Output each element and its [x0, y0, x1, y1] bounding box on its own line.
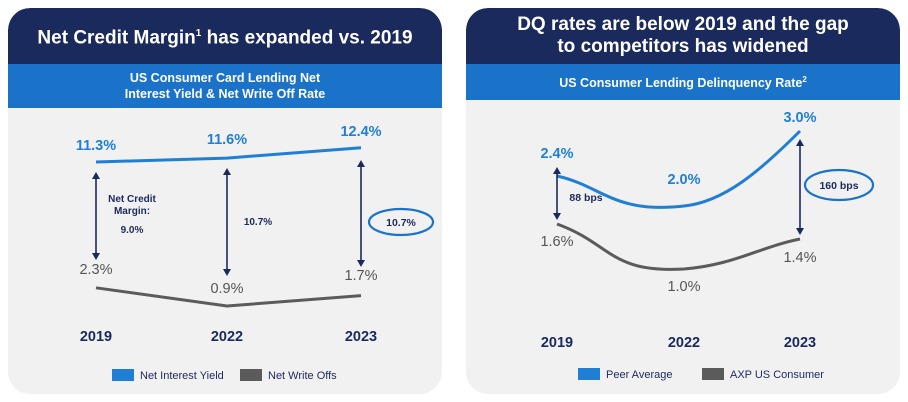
- peer-average-label-2023: 3.0%: [783, 110, 816, 126]
- axp-us-consumer-label-2022: 1.0%: [667, 279, 700, 295]
- net-write-offs-label-2019: 2.3%: [79, 262, 112, 278]
- margin-arrow-2023-head-up: [357, 160, 365, 167]
- right-chart-panel: DQ rates are below 2019 and the gap to c…: [466, 8, 900, 394]
- margin-arrow-2022-head-up: [223, 168, 231, 175]
- margin-arrow-2019-head-down: [92, 253, 100, 260]
- peer-average-line: [556, 129, 802, 209]
- margin-callout-circle-2023: [367, 207, 435, 237]
- gap-arrow-2023-head-down: [796, 228, 804, 235]
- axp-us-consumer-line: [556, 222, 801, 271]
- gap-value-2023: 160 bps: [819, 180, 858, 192]
- right-chart-svg: 2.4% 1.6% 2.0% 1.0% 3.0% 1.4% 88 bps 160 bps 201…: [540, 110, 875, 381]
- left-chart-subtitle: US Consumer Card Lending Net Interest Yi…: [8, 64, 442, 108]
- margin-value-2022: 10.7%: [244, 217, 272, 228]
- axp-us-consumer-label-2019: 1.6%: [540, 234, 573, 250]
- gap-arrow-2019-head-down: [553, 213, 561, 220]
- peer-average-label-2019: 2.4%: [540, 146, 573, 162]
- net-write-offs-label-2022: 0.9%: [210, 281, 243, 297]
- legend-swatch-net-write-offs: [240, 369, 262, 381]
- x-tick-2023: 2023: [345, 329, 377, 345]
- x-tick-2019: 2019: [541, 335, 573, 351]
- net-credit-margin-label-line2: Margin:: [114, 206, 150, 217]
- left-chart-panel: Net Credit Margin1 has expanded vs. 2019…: [8, 8, 442, 394]
- legend-label-axp-us-consumer: AXP US Consumer: [730, 369, 824, 381]
- margin-arrow-2019-head-up: [92, 172, 100, 179]
- gap-arrow-2023-head-up: [796, 139, 804, 146]
- x-tick-2022: 2022: [668, 335, 700, 351]
- gap-value-2019: 88 bps: [569, 192, 602, 204]
- x-tick-2023: 2023: [784, 335, 816, 351]
- left-chart-title: Net Credit Margin1 has expanded vs. 2019: [8, 8, 442, 64]
- margin-value-2019: 9.0%: [121, 225, 144, 236]
- peer-average-label-2022: 2.0%: [667, 172, 700, 188]
- gap-arrow-2019-head-up: [553, 167, 561, 174]
- right-chart-title: DQ rates are below 2019 and the gap to c…: [466, 8, 900, 64]
- legend-label-net-write-offs: Net Write Offs: [268, 370, 337, 382]
- net-interest-yield-label-2019: 11.3%: [76, 138, 116, 154]
- net-interest-yield-label-2023: 12.4%: [340, 124, 381, 140]
- gap-callout-circle-2023: [803, 168, 875, 202]
- legend-label-peer-average: Peer Average: [606, 369, 672, 381]
- net-write-offs-line: [95, 286, 362, 308]
- net-credit-margin-label-line1: Net Credit: [108, 194, 156, 205]
- net-interest-yield-line: [95, 146, 362, 164]
- margin-value-2023: 10.7%: [386, 217, 416, 229]
- net-interest-yield-label-2022: 11.6%: [207, 132, 247, 148]
- x-tick-2019: 2019: [80, 329, 112, 345]
- left-chart-svg: 11.3% 2.3% 11.6% 0.9% 12.4% 1.7% Net CreditMar…: [76, 124, 435, 382]
- margin-arrow-2023-head-down: [357, 260, 365, 267]
- x-tick-2022: 2022: [211, 329, 243, 345]
- legend-swatch-axp-us-consumer: [702, 368, 724, 380]
- right-chart-subtitle: US Consumer Lending Delinquency Rate2: [466, 64, 900, 100]
- axp-us-consumer-label-2023: 1.4%: [783, 250, 816, 266]
- legend-label-net-interest-yield: Net Interest Yield: [140, 370, 224, 382]
- legend-swatch-peer-average: [578, 368, 600, 380]
- legend-swatch-net-interest-yield: [112, 369, 134, 381]
- margin-arrow-2022-head-down: [223, 269, 231, 276]
- net-write-offs-label-2023: 1.7%: [344, 268, 377, 284]
